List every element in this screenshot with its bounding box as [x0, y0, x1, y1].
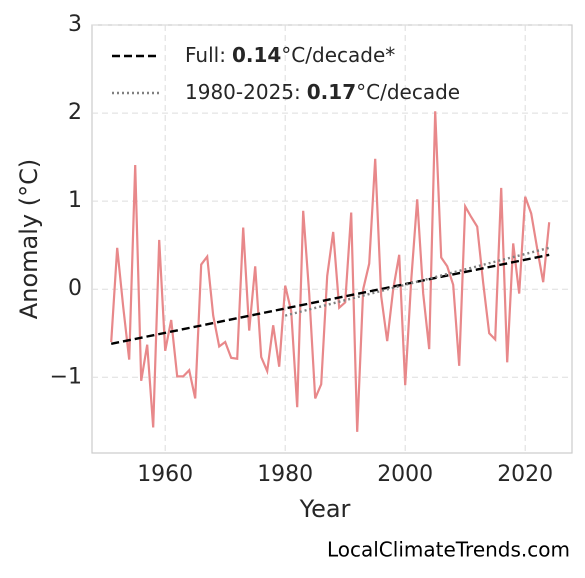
legend-label-part: 1980-2025:: [185, 80, 301, 104]
y-tick-label: 3: [68, 12, 82, 37]
footer: LocalClimateTrends.com: [327, 538, 570, 562]
x-tick-label: 1980: [257, 462, 313, 487]
legend-label-part: °C/decade: [356, 80, 460, 104]
y-tick-label: −1: [50, 364, 82, 389]
y-tick-label: 2: [68, 100, 82, 125]
series-line: [110, 253, 550, 345]
x-axis-label: Year: [299, 495, 351, 523]
series-line: [284, 246, 550, 317]
y-tick-label: 1: [68, 188, 82, 213]
legend-label-part: Full:: [185, 43, 226, 67]
series-line: [110, 111, 551, 432]
legend-label-part: 0.14: [232, 43, 281, 67]
legend-label: Full: 0.14°C/decade*: [185, 43, 395, 67]
legend-label-part: 0.17: [307, 80, 356, 104]
y-tick-label: 0: [68, 276, 82, 301]
legend-label-part: °C/decade*: [281, 43, 395, 67]
x-tick-label: 2020: [497, 462, 553, 487]
x-tick-label: 1960: [137, 462, 193, 487]
x-tick-label: 2000: [377, 462, 433, 487]
legend-label: 1980-2025: 0.17°C/decade: [185, 80, 460, 104]
y-axis-label: Anomaly (°C): [15, 159, 43, 319]
